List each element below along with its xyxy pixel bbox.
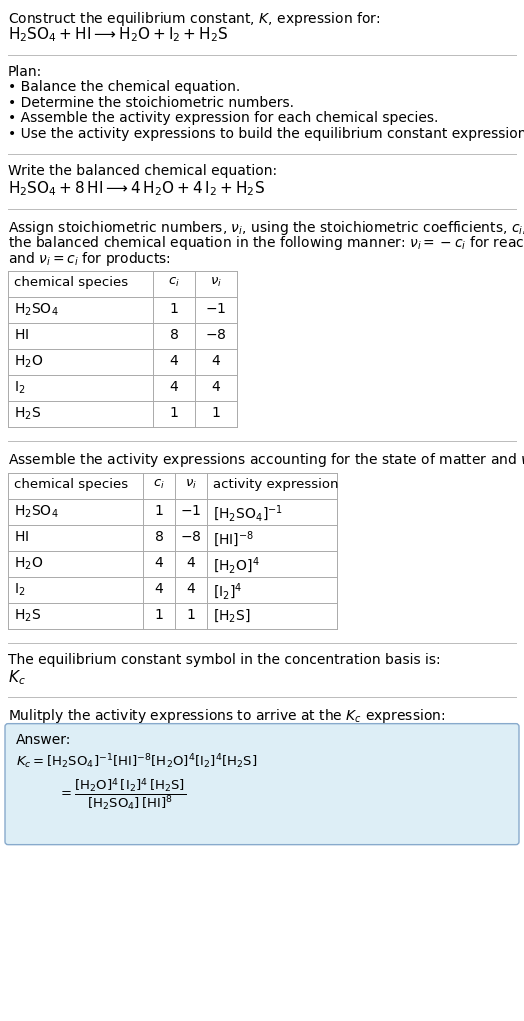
- Text: $\mathrm{H_2SO_4} + \mathrm{HI} \longrightarrow \mathrm{H_2O} + \mathrm{I_2} + \: $\mathrm{H_2SO_4} + \mathrm{HI} \longrig…: [8, 26, 228, 44]
- Text: $\mathrm{I_2}$: $\mathrm{I_2}$: [14, 582, 26, 598]
- Text: • Assemble the activity expression for each chemical species.: • Assemble the activity expression for e…: [8, 111, 439, 125]
- Text: • Balance the chemical equation.: • Balance the chemical equation.: [8, 80, 240, 94]
- Text: 4: 4: [187, 582, 195, 595]
- Text: $\mathrm{HI}$: $\mathrm{HI}$: [14, 530, 29, 543]
- Text: $-1$: $-1$: [180, 503, 202, 518]
- Text: $\nu_i$: $\nu_i$: [185, 478, 197, 491]
- Text: $[\mathrm{H_2S}]$: $[\mathrm{H_2S}]$: [213, 607, 250, 625]
- Text: 1: 1: [170, 302, 179, 317]
- Text: $-1$: $-1$: [205, 302, 226, 317]
- Text: Construct the equilibrium constant, $K$, expression for:: Construct the equilibrium constant, $K$,…: [8, 10, 380, 28]
- Text: $c_i$: $c_i$: [168, 276, 180, 289]
- Text: 4: 4: [187, 555, 195, 570]
- Text: $-8$: $-8$: [205, 328, 227, 342]
- Text: $\mathrm{H_2SO_4}$: $\mathrm{H_2SO_4}$: [14, 302, 59, 319]
- Text: Assign stoichiometric numbers, $\nu_i$, using the stoichiometric coefficients, $: Assign stoichiometric numbers, $\nu_i$, …: [8, 218, 524, 237]
- Text: $[\mathrm{H_2O}]^4$: $[\mathrm{H_2O}]^4$: [213, 555, 259, 576]
- Text: 4: 4: [155, 555, 163, 570]
- Text: 4: 4: [212, 380, 221, 394]
- Text: 8: 8: [155, 530, 163, 543]
- Text: 1: 1: [187, 607, 195, 622]
- Text: Mulitply the activity expressions to arrive at the $K_c$ expression:: Mulitply the activity expressions to arr…: [8, 708, 445, 725]
- Text: $\mathrm{I_2}$: $\mathrm{I_2}$: [14, 380, 26, 396]
- Text: 4: 4: [212, 354, 221, 369]
- Text: The equilibrium constant symbol in the concentration basis is:: The equilibrium constant symbol in the c…: [8, 652, 441, 667]
- Text: • Use the activity expressions to build the equilibrium constant expression.: • Use the activity expressions to build …: [8, 127, 524, 141]
- Text: Write the balanced chemical equation:: Write the balanced chemical equation:: [8, 164, 277, 178]
- Text: $\mathrm{H_2O}$: $\mathrm{H_2O}$: [14, 555, 43, 572]
- Text: chemical species: chemical species: [14, 276, 128, 289]
- Text: 4: 4: [170, 354, 178, 369]
- Text: $[\mathrm{H_2SO_4}]^{-1}$: $[\mathrm{H_2SO_4}]^{-1}$: [213, 503, 283, 524]
- Text: 1: 1: [155, 607, 163, 622]
- Text: Answer:: Answer:: [16, 733, 71, 746]
- Text: $\mathrm{H_2S}$: $\mathrm{H_2S}$: [14, 406, 41, 423]
- Text: $K_c = [\mathrm{H_2SO_4}]^{-1} [\mathrm{HI}]^{-8} [\mathrm{H_2O}]^4 [\mathrm{I_2: $K_c = [\mathrm{H_2SO_4}]^{-1} [\mathrm{…: [16, 752, 257, 771]
- Text: $-8$: $-8$: [180, 530, 202, 543]
- FancyBboxPatch shape: [5, 724, 519, 844]
- Text: 1: 1: [155, 503, 163, 518]
- Text: 1: 1: [170, 406, 179, 420]
- Text: $= \dfrac{[\mathrm{H_2O}]^4\, [\mathrm{I_2}]^4\, [\mathrm{H_2S}]}{[\mathrm{H_2SO: $= \dfrac{[\mathrm{H_2O}]^4\, [\mathrm{I…: [58, 777, 186, 813]
- Text: the balanced chemical equation in the following manner: $\nu_i = -c_i$ for react: the balanced chemical equation in the fo…: [8, 234, 524, 252]
- Text: 4: 4: [155, 582, 163, 595]
- Text: $[\mathrm{HI}]^{-8}$: $[\mathrm{HI}]^{-8}$: [213, 530, 254, 549]
- Text: $\mathrm{H_2SO_4}$: $\mathrm{H_2SO_4}$: [14, 503, 59, 520]
- Text: and $\nu_i = c_i$ for products:: and $\nu_i = c_i$ for products:: [8, 249, 171, 268]
- Text: $[\mathrm{I_2}]^4$: $[\mathrm{I_2}]^4$: [213, 582, 242, 602]
- Text: $\mathrm{H_2SO_4} + 8\,\mathrm{HI} \longrightarrow 4\,\mathrm{H_2O} + 4\,\mathrm: $\mathrm{H_2SO_4} + 8\,\mathrm{HI} \long…: [8, 180, 265, 198]
- Text: chemical species: chemical species: [14, 478, 128, 491]
- Text: Assemble the activity expressions accounting for the state of matter and $\nu_i$: Assemble the activity expressions accoun…: [8, 451, 524, 469]
- Text: 4: 4: [170, 380, 178, 394]
- Text: $\mathrm{H_2S}$: $\mathrm{H_2S}$: [14, 607, 41, 624]
- Text: • Determine the stoichiometric numbers.: • Determine the stoichiometric numbers.: [8, 96, 294, 109]
- Text: activity expression: activity expression: [213, 478, 339, 491]
- Text: $\nu_i$: $\nu_i$: [210, 276, 222, 289]
- Text: $c_i$: $c_i$: [153, 478, 165, 491]
- Text: 8: 8: [170, 328, 179, 342]
- Text: $\mathrm{HI}$: $\mathrm{HI}$: [14, 328, 29, 342]
- Text: Plan:: Plan:: [8, 64, 42, 79]
- Text: 1: 1: [212, 406, 221, 420]
- Text: $\mathrm{H_2O}$: $\mathrm{H_2O}$: [14, 354, 43, 371]
- Text: $K_c$: $K_c$: [8, 668, 26, 687]
